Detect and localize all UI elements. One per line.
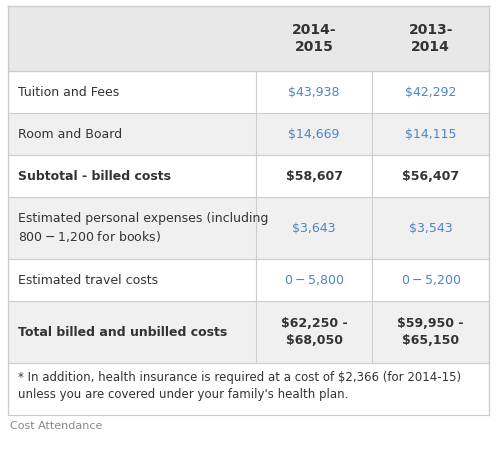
- Text: $14,115: $14,115: [405, 128, 456, 140]
- Text: Room and Board: Room and Board: [18, 128, 122, 140]
- Bar: [8, 259, 489, 301]
- Text: $3,643: $3,643: [292, 222, 336, 234]
- Text: Estimated travel costs: Estimated travel costs: [18, 273, 158, 287]
- Text: $58,607: $58,607: [286, 170, 342, 182]
- Text: Subtotal - billed costs: Subtotal - billed costs: [18, 170, 171, 182]
- Text: Estimated personal expenses (including
$800-$1,200 for books): Estimated personal expenses (including $…: [18, 212, 268, 244]
- Bar: [8, 113, 489, 155]
- Text: $14,669: $14,669: [288, 128, 340, 140]
- Bar: [8, 6, 489, 71]
- Text: Tuition and Fees: Tuition and Fees: [18, 85, 119, 99]
- Bar: [8, 197, 489, 259]
- Text: $59,950 -
$65,150: $59,950 - $65,150: [398, 317, 464, 347]
- Text: $62,250 -
$68,050: $62,250 - $68,050: [281, 317, 347, 347]
- Text: $43,938: $43,938: [288, 85, 340, 99]
- Text: * In addition, health insurance is required at a cost of $2,366 (for 2014-15)
un: * In addition, health insurance is requi…: [18, 371, 461, 401]
- Text: Cost Attendance: Cost Attendance: [10, 421, 102, 431]
- Text: $42,292: $42,292: [405, 85, 456, 99]
- Text: Total billed and unbilled costs: Total billed and unbilled costs: [18, 325, 227, 339]
- Text: 2014-
2015: 2014- 2015: [292, 23, 336, 54]
- Text: $56,407: $56,407: [402, 170, 459, 182]
- Text: $0 - $5,800: $0 - $5,800: [284, 273, 344, 287]
- Text: 2013-
2014: 2013- 2014: [409, 23, 453, 54]
- Text: $3,543: $3,543: [409, 222, 452, 234]
- Bar: [8, 71, 489, 113]
- Bar: [8, 155, 489, 197]
- Bar: [8, 363, 489, 415]
- Bar: [8, 301, 489, 363]
- Text: $0 - $5,200: $0 - $5,200: [401, 273, 461, 287]
